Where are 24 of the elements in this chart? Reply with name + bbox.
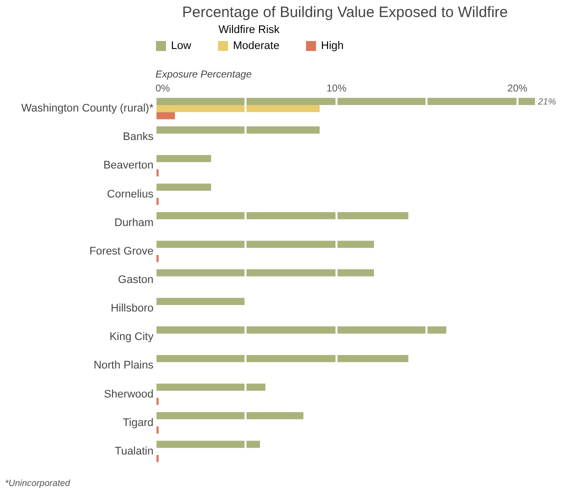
x-axis-title: Exposure Percentage bbox=[156, 70, 252, 80]
legend-label: Moderate bbox=[233, 40, 280, 52]
y-tick-label: Gaston bbox=[118, 274, 154, 286]
y-tick-label: Durham bbox=[114, 216, 154, 229]
x-tick-label: 0% bbox=[156, 84, 170, 94]
y-tick-label: North Plains bbox=[94, 360, 154, 372]
y-tick-label: Washington County (rural)* bbox=[21, 102, 154, 115]
legend-label: Low bbox=[171, 40, 192, 52]
legend-label: High bbox=[321, 40, 344, 52]
y-tick-label: Forest Grove bbox=[89, 245, 154, 258]
y-tick-label: Banks bbox=[122, 131, 154, 144]
y-tick-label: Beaverton bbox=[103, 160, 154, 172]
y-tick-label: Sherwood bbox=[104, 388, 154, 400]
x-tick-label: 10% bbox=[326, 84, 347, 94]
y-tick-label: Cornelius bbox=[107, 188, 154, 200]
x-tick-label: 20% bbox=[507, 84, 528, 94]
y-tick-label: Tualatin bbox=[114, 445, 154, 458]
text: *Unincorporated bbox=[5, 478, 72, 488]
legend-title: Wildfire Risk bbox=[218, 24, 280, 36]
y-tick-label: King City bbox=[109, 331, 154, 344]
y-tick-label: Hillsboro bbox=[110, 302, 154, 315]
y-tick-label: Tigard bbox=[122, 416, 154, 429]
data-label: 21% bbox=[537, 96, 556, 106]
chart-title: Percentage of Building Value Exposed to Wildfire bbox=[182, 4, 508, 21]
